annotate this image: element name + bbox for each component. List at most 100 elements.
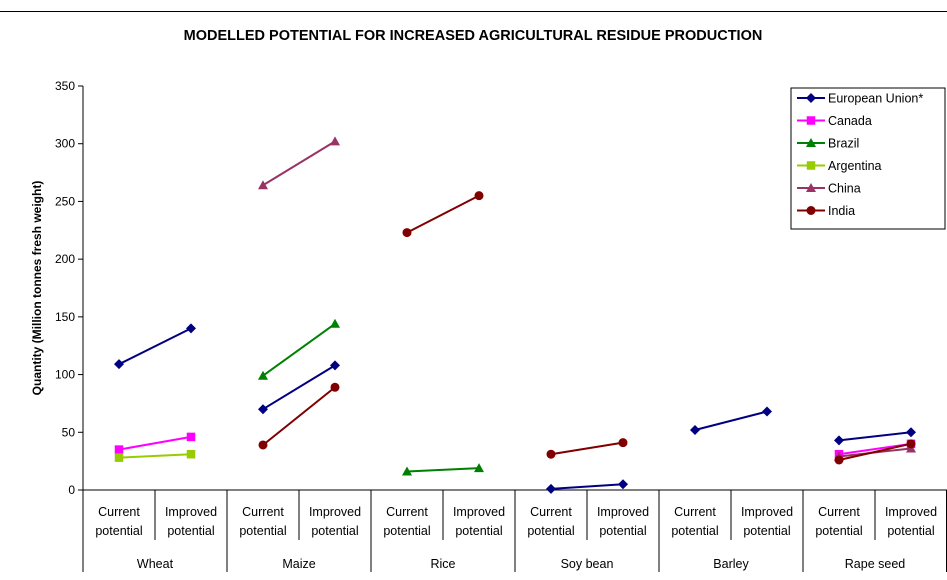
series-european-union: [114, 323, 916, 494]
legend-entry: India: [797, 204, 855, 218]
data-point: [114, 359, 124, 370]
series-india: [258, 191, 916, 465]
data-point: [690, 424, 700, 435]
series-brazil: [258, 318, 484, 476]
legend-marker: [806, 206, 816, 215]
legend-label: European Union*: [828, 92, 923, 106]
subcategory-label: Improved: [309, 505, 361, 519]
group-label: Maize: [282, 557, 315, 571]
axes: 0 50 100 150 200 250 300 350 Current potential Imp…: [55, 79, 947, 572]
series-line-segment: [118, 327, 192, 366]
group-label: Soy bean: [561, 557, 614, 571]
data-point: [330, 382, 340, 392]
subcategory-label: potential: [167, 524, 214, 538]
subcategory-label: potential: [383, 524, 430, 538]
data-point: [906, 427, 916, 438]
data-point: [618, 438, 628, 448]
data-point: [834, 435, 844, 446]
legend-entry: European Union*: [797, 92, 923, 106]
series-layer: [114, 136, 916, 494]
legend-marker: [806, 93, 816, 103]
y-tick-label: 350: [55, 79, 75, 93]
series-line-segment: [262, 322, 336, 377]
data-point: [330, 360, 340, 371]
series-canada: [114, 432, 916, 459]
data-point: [474, 463, 484, 473]
series-line-segment: [550, 483, 624, 490]
data-point: [258, 180, 268, 190]
data-point: [186, 323, 196, 334]
y-tick-label: 0: [68, 483, 75, 497]
series-line-segment: [262, 140, 336, 187]
series-line-segment: [406, 467, 480, 473]
y-tick-label: 200: [55, 252, 75, 266]
subcategory-label: potential: [887, 524, 934, 538]
subcategory-label: Current: [98, 505, 140, 519]
data-point: [258, 404, 268, 415]
subcategory-label: potential: [671, 524, 718, 538]
series-line-segment: [262, 386, 336, 446]
y-tick-label: 300: [55, 137, 75, 151]
data-point: [474, 191, 484, 201]
subcategory-label: Current: [386, 505, 428, 519]
legend-entry: Canada: [797, 114, 872, 128]
subcategory-label: Current: [242, 505, 284, 519]
data-point: [546, 449, 556, 459]
subcategory-label: Current: [818, 505, 860, 519]
legend-marker: [806, 138, 816, 147]
data-point: [186, 449, 196, 459]
y-tick-label: 50: [62, 425, 76, 439]
legend: European Union* Canada Brazil Argentina Chin…: [790, 87, 946, 230]
subcategory-label: potential: [311, 524, 358, 538]
subcategory-label: potential: [239, 524, 286, 538]
series-line-segment: [838, 431, 912, 442]
chart-title: MODELLED POTENTIAL FOR INCREASED AGRICUL…: [184, 28, 763, 44]
y-tick-label: 250: [55, 194, 75, 208]
data-point: [546, 483, 556, 494]
subcategory-label: Improved: [453, 505, 505, 519]
group-label: Barley: [713, 557, 749, 571]
legend-marker: [806, 161, 816, 170]
data-point: [330, 136, 340, 146]
legend-box: [790, 87, 946, 230]
subcategory-label: potential: [599, 524, 646, 538]
series-line-segment: [118, 453, 192, 459]
top-border-line: [0, 11, 947, 12]
data-point: [402, 466, 412, 476]
data-point: [114, 445, 124, 454]
legend-entry: Argentina: [797, 159, 882, 173]
legend-marker: [806, 183, 816, 192]
data-point: [618, 479, 628, 490]
subcategory-label: Improved: [597, 505, 649, 519]
y-tick-label: 100: [55, 368, 75, 382]
legend-label: China: [828, 182, 861, 196]
group-label: Rape seed: [845, 557, 906, 571]
legend-entry: China: [797, 182, 861, 196]
series-line-segment: [694, 410, 768, 431]
series-line-segment: [118, 435, 192, 451]
y-axis-title: Quantity (Million tonnes fresh weight): [30, 181, 44, 396]
legend-entry: Brazil: [797, 137, 859, 151]
series-line-segment: [262, 364, 336, 411]
data-point: [402, 228, 412, 238]
series-line-segment: [838, 442, 912, 461]
subcategory-label: potential: [455, 524, 502, 538]
subcategory-label: potential: [815, 524, 862, 538]
data-point: [186, 432, 196, 442]
subcategory-label: Improved: [885, 505, 937, 519]
subcategory-label: potential: [743, 524, 790, 538]
series-argentina: [114, 449, 196, 462]
legend-label: Brazil: [828, 137, 859, 151]
series-line-segment: [406, 194, 480, 234]
subcategory-label: Current: [674, 505, 716, 519]
subcategory-label: Current: [530, 505, 572, 519]
data-point: [258, 440, 268, 450]
data-point: [906, 439, 916, 449]
legend-label: Canada: [828, 114, 872, 128]
subcategory-label: Improved: [165, 505, 217, 519]
legend-label: Argentina: [828, 159, 882, 173]
subcategory-label: Improved: [741, 505, 793, 519]
data-point: [330, 318, 340, 328]
